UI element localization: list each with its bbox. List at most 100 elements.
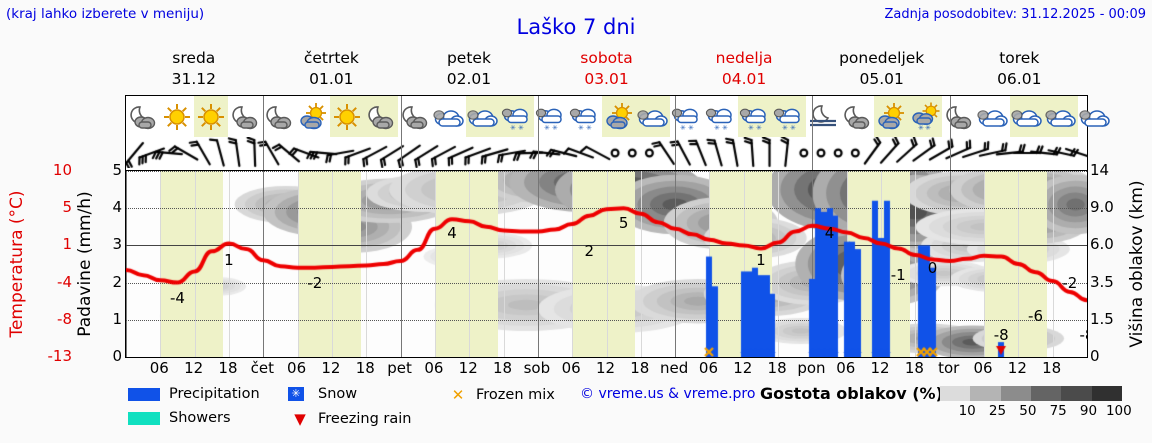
- legend-item-showers: Showers: [128, 410, 231, 426]
- svg-text:✳: ✳: [918, 124, 924, 132]
- weather-icon-sun-cloud: [296, 96, 330, 137]
- x-tick-label: 18: [218, 359, 238, 377]
- x-tick-label: pet: [387, 359, 412, 377]
- cloud-density-swatch: [1061, 386, 1092, 401]
- day-separator: [675, 96, 677, 137]
- svg-text:✳: ✳: [552, 124, 558, 132]
- legend-label-frozen-mix: Frozen mix: [476, 387, 555, 403]
- day-name: ponedeljek: [839, 49, 925, 67]
- weather-icon-cloud-snow: ✳ ✳: [738, 96, 772, 137]
- x-tick-label: 12: [733, 359, 753, 377]
- precipitation-axis-title: Padavine (mm/h): [72, 170, 98, 360]
- legend-item-freezing-rain: ▼ Freezing rain: [288, 410, 411, 428]
- cloud-density-legend-title: Gostota oblakov (%): [760, 384, 943, 403]
- x-tick-label: 12: [1007, 359, 1027, 377]
- svg-text:✳: ✳: [578, 124, 584, 132]
- precipitation-axis-ticks: 5 4 3 2 1 0: [96, 161, 122, 365]
- weather-icon-cloud: [976, 96, 1010, 137]
- weather-icon-cloud: [1010, 96, 1044, 137]
- location-menu-hint[interactable]: (kraj lahko izberete v meniju): [6, 6, 205, 22]
- svg-text:✳: ✳: [544, 124, 550, 132]
- svg-text:✳: ✳: [688, 124, 694, 132]
- legend-label-precipitation: Precipitation: [169, 386, 260, 402]
- day-date: 31.12: [171, 70, 216, 88]
- cloud-density-tick: 50: [1019, 403, 1037, 419]
- cloud-density-swatch: [1091, 386, 1122, 401]
- x-tick-label: 18: [355, 359, 375, 377]
- cloud-density-scale: [940, 386, 1122, 401]
- day-header-ponedeljek: ponedeljek 05.01: [813, 48, 951, 92]
- legend-label-snow: Snow: [318, 386, 358, 402]
- cloud-density-tick: 75: [1049, 403, 1067, 419]
- weather-icon-sun: [160, 96, 194, 137]
- cloud-density-tick: 25: [988, 403, 1007, 419]
- day-separator: [263, 96, 265, 137]
- svg-text:✳: ✳: [714, 124, 720, 132]
- grid-line-horizontal: [126, 357, 1087, 358]
- weather-icon-sun: [330, 96, 364, 137]
- day-header-četrtek: četrtek 01.01: [263, 48, 401, 92]
- day-name: torek: [999, 49, 1040, 67]
- precipitation-axis-label: Padavine (mm/h): [75, 191, 95, 337]
- weather-icon-moon-cloud: [942, 96, 976, 137]
- weather-icon-cloud-snow: ✳ ✳: [670, 96, 704, 137]
- x-tick-label: 12: [458, 359, 478, 377]
- day-header-sreda: sreda 31.12: [125, 48, 263, 92]
- temperature-value-label: -2: [307, 273, 323, 292]
- weather-icon-cloud-snow: ✳ ✳: [772, 96, 806, 137]
- weather-icon-moon-cloud: [398, 96, 432, 137]
- cloud-density-swatch: [970, 386, 1001, 401]
- axis-tick-label: 14: [1090, 161, 1110, 179]
- axis-tick-label: 0: [1090, 347, 1100, 365]
- temperature-axis-title: Temperatura (°C): [4, 170, 30, 360]
- svg-text:✳: ✳: [925, 124, 931, 132]
- frozen-mix-icon: ✕: [451, 386, 465, 404]
- x-tick-label: 06: [149, 359, 169, 377]
- weather-icon-strip: ✳ ✳ ✳ ✳ ✳ ✳ ✳ ✳ ✳ ✳ ✳ ✳ ✳ ✳ ✳ ✳: [125, 95, 1110, 137]
- day-separator: [400, 137, 402, 170]
- weather-icon-sun: [194, 96, 228, 137]
- temperature-axis-ticks: 10 5 1 -4 -8 -13: [28, 161, 73, 365]
- temperature-value-label: 4: [447, 223, 457, 242]
- day-separator: [537, 137, 539, 170]
- x-tick-label: 06: [287, 359, 307, 377]
- showers-swatch: [128, 411, 160, 425]
- day-name: nedelja: [715, 49, 773, 67]
- weather-icon-cloud: [636, 96, 670, 137]
- day-header-petek: petek 02.01: [400, 48, 538, 92]
- day-name: sobota: [580, 49, 633, 67]
- svg-text:✳: ✳: [748, 124, 754, 132]
- weather-icon-moon-cloud: [364, 96, 398, 137]
- temperature-value-label: 2: [584, 242, 595, 261]
- snow-icon: ✳: [288, 387, 304, 401]
- day-header-sobota: sobota 03.01: [538, 48, 676, 92]
- cloud-density-swatch: [940, 386, 971, 401]
- cloud-density-tick: 10: [958, 403, 976, 419]
- axis-tick-label: 10: [52, 161, 72, 179]
- axis-tick-label: -4: [57, 272, 72, 291]
- day-header-torek: torek 06.01: [950, 48, 1088, 92]
- svg-text:✳: ✳: [586, 124, 592, 132]
- axis-tick-label: 1: [62, 235, 72, 254]
- svg-text:✳: ✳: [790, 124, 796, 132]
- cloud-density-scale-labels: 10 25 50 75 90 100: [934, 403, 1132, 421]
- x-tick-label: 12: [595, 359, 616, 377]
- x-tick-label: pon: [797, 359, 826, 377]
- day-separator: [949, 96, 951, 137]
- day-date: 01.01: [309, 70, 354, 88]
- forecast-plot-area[interactable]: -4 1 -2 4 2 5 1 4 -1 0 -8 -6 -2 -8: [125, 170, 1088, 358]
- weather-icon-cloud-snow: ✳ ✳: [500, 96, 534, 137]
- day-separator: [812, 137, 814, 170]
- cloud-density-tick: 100: [1105, 403, 1132, 419]
- axis-tick-label: -13: [47, 347, 73, 365]
- weather-icon-moon-fog: [806, 96, 840, 137]
- page-title: Laško 7 dni: [516, 15, 636, 39]
- chart-legend: Precipitation Showers ✳ Snow ▼ Freezing ra…: [128, 384, 1148, 440]
- weather-icon-moon-cloud: [126, 96, 160, 137]
- weather-icon-cloud-snow: ✳ ✳: [704, 96, 738, 137]
- legend-label-freezing-rain: Freezing rain: [318, 411, 412, 427]
- svg-text:✳: ✳: [518, 124, 524, 132]
- cloud-height-axis-title: Višina oblakov (km): [1124, 170, 1150, 362]
- copyright-link[interactable]: © vreme.us & vreme.pro: [580, 386, 756, 402]
- day-header-nedelja: nedelja 04.01: [675, 48, 813, 92]
